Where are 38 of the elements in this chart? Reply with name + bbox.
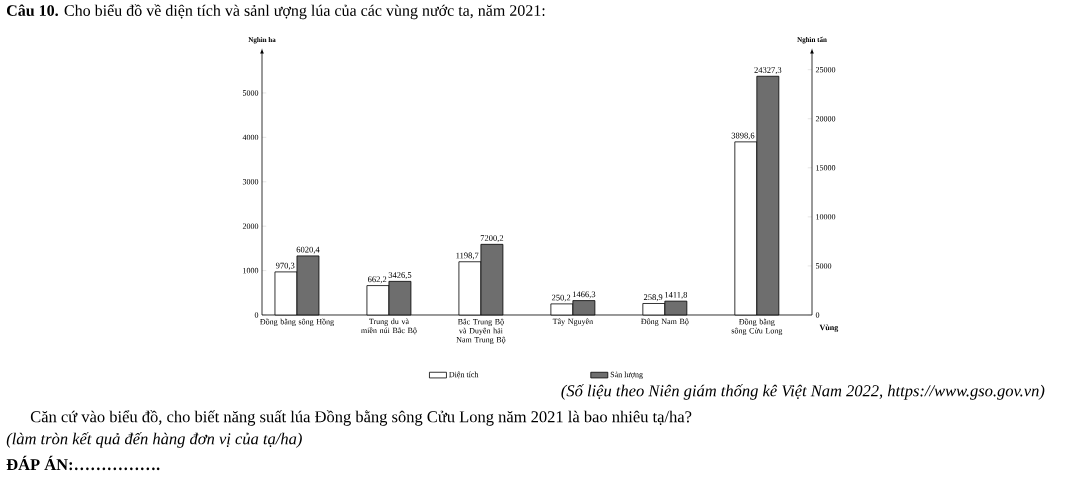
- x-tick-label: Tây Nguyên: [552, 318, 593, 326]
- x-tick-label: Bắc Trung Bộ và Duyên hải Nam Trung Bộ: [456, 318, 506, 345]
- data-label: 24327,3: [754, 67, 782, 75]
- text: ĐÁP ÁN:…………….: [6, 455, 160, 471]
- y-tick-label: 2000: [242, 223, 259, 229]
- data-label: 258,9: [643, 294, 663, 302]
- y2-tick-label: 20000: [815, 116, 836, 122]
- data-label: 1198,7: [456, 252, 479, 260]
- y2-tick-label: 0: [815, 312, 820, 318]
- data-label: 250,2: [551, 294, 571, 302]
- y-tick-label: 1000: [243, 267, 259, 274]
- data-label: 6020,4: [296, 246, 320, 254]
- x-tick-label: Đồng bằng sông Hồng: [260, 318, 334, 327]
- y-tick-label: 3000: [242, 179, 259, 185]
- data-label: 3426,5: [388, 272, 412, 280]
- data-label: 3898,6: [731, 132, 755, 140]
- y2-tick-label: 10000: [816, 214, 836, 220]
- data-label: 970,3: [275, 262, 295, 270]
- x-tick-label: Trung du và miền núi Bắc Bộ: [361, 318, 417, 335]
- chart-title: Câu 10. Cho biểu đồ về diện tích và sảnl ượng lúa của các vùng nước ta, năm 2021:: [6, 4, 545, 20]
- data-label: 7200,2: [480, 235, 504, 243]
- text: Căn cứ vào biểu đồ, cho biết năng suất lúa Đồng bằng sông Cửu Long năm 2021 là bao nhiêu tạ/ha?: [30, 410, 692, 426]
- text: (Số liệu theo Niên giám thống kê Việt Nam 2022, https://www.gso.gov.vn): [561, 384, 1045, 400]
- data-label: 662,2: [367, 276, 387, 284]
- x-axis-title: Vùng: [819, 324, 839, 332]
- y-tick-label: 4000: [242, 134, 259, 141]
- y2-tick-label: 5000: [816, 263, 832, 269]
- data-label: 1466,3: [572, 291, 596, 299]
- x-tick-label: Đồng bằng sông Cửu Long: [731, 318, 783, 336]
- legend-label: Diện tích: [449, 371, 479, 379]
- x-tick-label: Đông Nam Bộ: [641, 318, 689, 326]
- y2-tick-label: 25000: [815, 66, 836, 73]
- text: (làm tròn kết quả đến hàng đơn vị của tạ/ha): [6, 432, 302, 448]
- y-tick-label: 0: [254, 312, 259, 318]
- data-label: 1411,8: [665, 291, 688, 299]
- legend-label: Sản lượng: [610, 371, 643, 379]
- y-tick-label: 5000: [242, 90, 259, 96]
- y2-tick-label: 15000: [816, 165, 836, 171]
